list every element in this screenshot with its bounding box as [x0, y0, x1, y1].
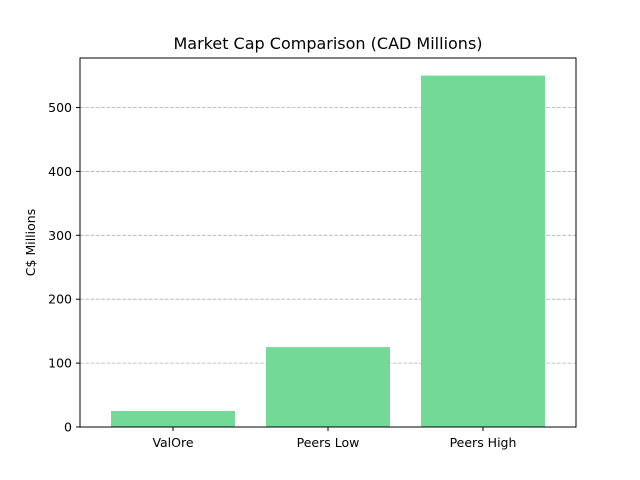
y-tick-label: 200 [48, 292, 72, 307]
x-axis-ticks: ValOre Peers Low Peers High [152, 427, 516, 450]
x-tick-label: ValOre [152, 435, 193, 450]
x-tick-label: Peers High [450, 435, 517, 450]
bar [111, 411, 235, 427]
y-axis-ticks: 0 100 200 300 400 500 [48, 100, 80, 435]
x-tick-label: Peers Low [297, 435, 360, 450]
y-tick-label: 500 [48, 100, 72, 115]
chart-title: Market Cap Comparison (CAD Millions) [173, 34, 482, 53]
y-tick-label: 0 [64, 420, 72, 435]
y-tick-label: 400 [48, 164, 72, 179]
plot-frame [79, 57, 577, 428]
gridlines [80, 107, 576, 364]
bars [111, 75, 545, 428]
y-axis-label: C$ Millions [23, 209, 38, 276]
y-tick-label: 100 [48, 356, 72, 371]
bar [421, 75, 545, 428]
y-tick-label: 300 [48, 228, 72, 243]
bar [266, 347, 390, 427]
